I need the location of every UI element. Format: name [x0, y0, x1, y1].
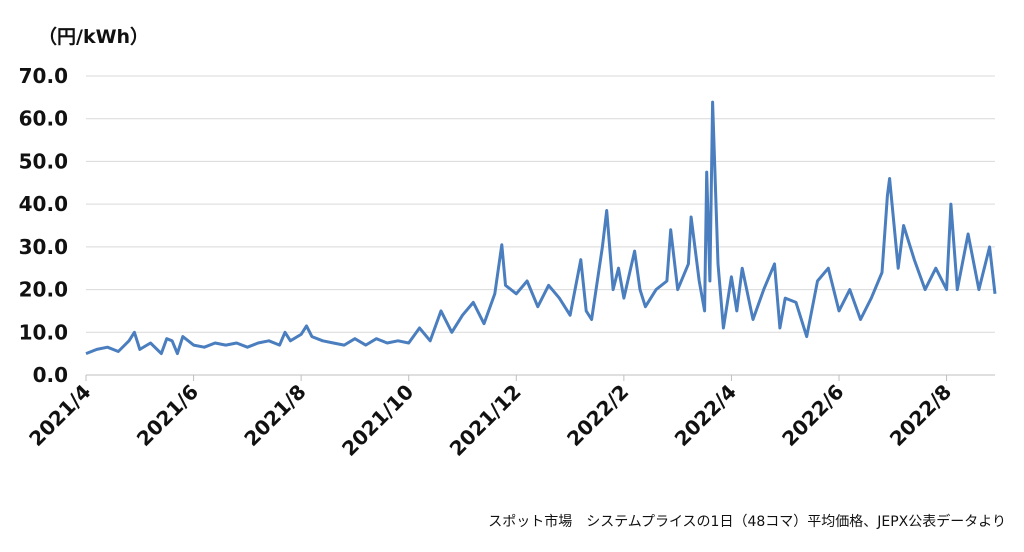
- note: スポット市場 システムプライスの1日（48コマ）平均価格、JEPX公表データより: [488, 513, 1006, 530]
- y-tick-label: 70.0: [19, 64, 68, 88]
- x-tick-label: 2021/10: [337, 380, 418, 461]
- y-tick-label: 20.0: [19, 278, 68, 302]
- x-tick-label: 2021/8: [239, 380, 310, 451]
- y-tick-label: 0.0: [33, 363, 68, 387]
- y-tick-label: 10.0: [19, 320, 68, 344]
- x-tick-label: 2022/6: [777, 380, 848, 451]
- x-tick-label: 2021/6: [132, 380, 203, 451]
- y-axis-label: （円/kWh）: [38, 25, 149, 48]
- price-line: [85, 100, 997, 356]
- x-tick-label: 2022/8: [885, 380, 956, 451]
- y-tick-label: 50.0: [19, 149, 68, 173]
- x-tick-label: 2021/4: [24, 380, 95, 451]
- x-tick-label: 2022/2: [562, 380, 633, 451]
- y-tick-label: 30.0: [19, 235, 68, 259]
- y-tick-label: 40.0: [19, 192, 68, 216]
- x-tick-label: 2021/12: [445, 380, 526, 461]
- x-tick-label: 2022/4: [670, 380, 741, 451]
- y-tick-label: 60.0: [19, 107, 68, 131]
